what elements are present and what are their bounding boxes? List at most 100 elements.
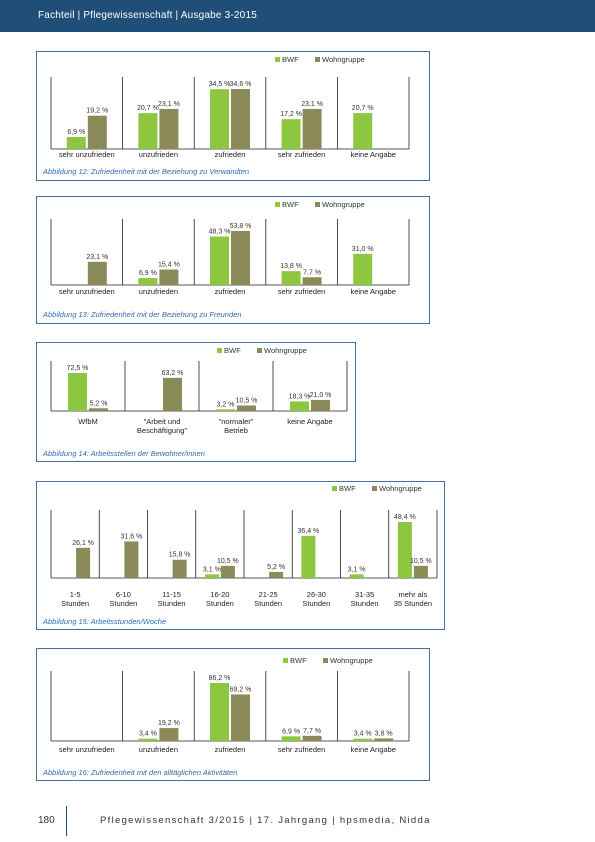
category-label: sehr unzufrieden: [59, 287, 115, 296]
category-label: Stunden: [302, 599, 330, 608]
bar-wohngruppe: [159, 269, 179, 285]
category-label: sehr unzufrieden: [59, 150, 115, 159]
legend-swatch-bwf: [275, 57, 280, 62]
bar-wohngruppe: [231, 694, 250, 741]
bar-wohngruppe: [159, 728, 179, 741]
category-label: sehr zufrieden: [278, 287, 326, 296]
bar-bwf: [281, 271, 301, 285]
bar-bwf: [281, 736, 301, 741]
figure-13: BWF Wohngruppe 23,1 % sehr unzufrieden 6,9 %…: [36, 196, 430, 324]
data-label: 86,2 %: [209, 675, 231, 682]
data-label: 10,5 %: [236, 397, 258, 404]
bar-wohngruppe: [89, 408, 108, 411]
bar-bwf: [301, 535, 316, 578]
category-label: Stunden: [254, 599, 282, 608]
data-label: 7,7 %: [303, 728, 321, 735]
bar-bwf: [353, 113, 373, 149]
data-label: 23,1 %: [86, 254, 108, 261]
category-label: WfbM: [78, 417, 98, 426]
category-label: zufrieden: [215, 150, 246, 159]
data-label: 69,2 %: [230, 686, 252, 693]
bar-bwf: [210, 236, 229, 285]
bar-wohngruppe: [413, 565, 428, 578]
bar-wohngruppe: [220, 565, 235, 578]
data-label: 17,2 %: [280, 111, 302, 118]
bar-wohngruppe: [231, 89, 250, 149]
category-label: zufrieden: [215, 287, 246, 296]
data-label: 10,5 %: [217, 558, 239, 565]
data-label: 53,8 %: [230, 223, 252, 230]
data-label: 6,9 %: [139, 270, 157, 277]
bar-bwf: [281, 119, 301, 149]
figure-12: BWF Wohngruppe 6,9 % 19,2 % sehr unzufrieden…: [36, 51, 430, 181]
category-label: 11-15: [162, 590, 181, 599]
bar-wohngruppe: [302, 735, 322, 741]
data-label: 36,4 %: [297, 528, 319, 535]
data-label: 15,8 %: [169, 552, 191, 559]
page-number: 180: [38, 815, 55, 826]
data-label: 5,2 %: [90, 400, 108, 407]
legend-swatch-wohngruppe: [372, 486, 377, 491]
footer-text: Pflegewissenschaft 3/2015 | 17. Jahrgang…: [100, 815, 431, 826]
data-label: 7,7 %: [303, 269, 321, 276]
data-label: 34,5 %: [209, 81, 231, 88]
caption-12: Abbildung 12: Zufriedenheit mit der Bezi…: [43, 167, 250, 176]
data-label: 26,1 %: [72, 540, 94, 547]
figure-14: BWF Wohngruppe 72,5 % 5,2 % WfbM 63,2 % "Arbei…: [36, 342, 356, 462]
bar-bwf: [68, 373, 87, 411]
bar-wohngruppe: [87, 115, 107, 149]
bar-bwf: [216, 409, 235, 411]
category-label: 35 Stunden: [394, 599, 432, 608]
header-text: Fachteil | Pflegewissenschaft | Ausgabe …: [38, 10, 257, 21]
legend-label-bwf: BWF: [339, 484, 356, 493]
legend-label-bwf: BWF: [224, 346, 241, 355]
figure-16: BWF Wohngruppe sehr unzufrieden 3,4 % 19,2 %…: [36, 648, 430, 781]
category-label: Stunden: [109, 599, 137, 608]
data-label: 6,9 %: [282, 728, 300, 735]
data-label: 3,2 %: [217, 401, 235, 408]
bar-wohngruppe: [124, 541, 139, 578]
data-label: 13,8 %: [280, 263, 302, 270]
category-label: 6-10: [116, 590, 131, 599]
category-label: mehr als: [398, 590, 427, 599]
data-label: 48,4 %: [394, 514, 416, 521]
bar-wohngruppe: [311, 399, 330, 411]
category-label: "normaler": [219, 417, 254, 426]
bar-bwf: [138, 278, 158, 285]
bar-wohngruppe: [237, 405, 256, 411]
data-label: 3,1 %: [203, 566, 221, 573]
caption-16: Abbildung 16: Zufriedenheit mit den allt…: [43, 768, 238, 777]
data-label: 23,1 %: [158, 101, 180, 108]
legend-swatch-bwf: [217, 348, 222, 353]
category-label: "Arbeit und: [144, 417, 181, 426]
category-label: 31-35: [355, 590, 374, 599]
category-label: unzufrieden: [139, 745, 178, 754]
bar-bwf: [138, 113, 158, 149]
data-label: 48,3 %: [209, 229, 231, 236]
legend-swatch-bwf: [332, 486, 337, 491]
data-label: 6,9 %: [67, 129, 85, 136]
legend-label-wohngruppe: Wohngruppe: [322, 55, 365, 64]
category-label: Betrieb: [224, 426, 248, 435]
figure-15: BWF Wohngruppe 26,1 % 1-5 Stunden 31,6 % 6-10 S…: [36, 481, 445, 630]
bar-wohngruppe: [302, 277, 322, 285]
data-label: 21,0 %: [310, 392, 332, 399]
category-label: Beschäftigung": [137, 426, 188, 435]
data-label: 72,5 %: [67, 365, 89, 372]
bar-bwf: [353, 253, 373, 285]
bar-wohngruppe: [269, 571, 284, 578]
category-label: Stunden: [158, 599, 186, 608]
bar-bwf: [349, 574, 364, 578]
caption-13: Abbildung 13: Zufriedenheit mit der Bezi…: [43, 310, 242, 319]
bar-bwf: [353, 738, 373, 741]
legend-label-bwf: BWF: [282, 200, 299, 209]
data-label: 63,2 %: [162, 370, 184, 377]
legend-label-wohngruppe: Wohngruppe: [322, 200, 365, 209]
bar-wohngruppe: [87, 261, 107, 285]
data-label: 31,6 %: [120, 533, 142, 540]
bar-bwf: [204, 574, 219, 578]
category-label: keine Angabe: [350, 287, 395, 296]
bar-wohngruppe: [302, 108, 322, 149]
